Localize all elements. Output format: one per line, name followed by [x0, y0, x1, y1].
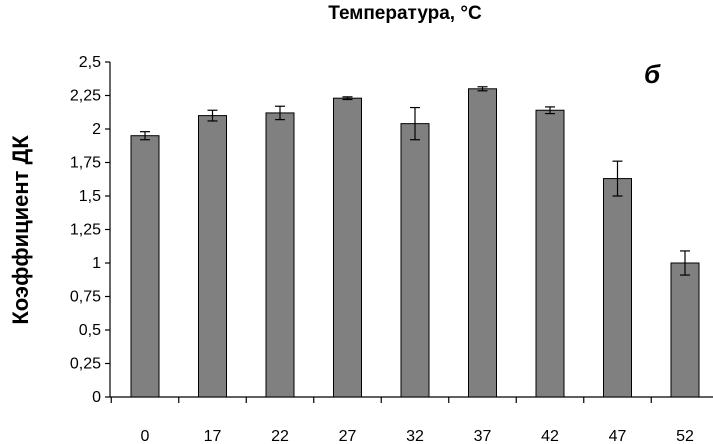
x-tick-label: 32 — [406, 428, 424, 444]
bar-0 — [130, 135, 160, 398]
bar-22 — [265, 112, 295, 398]
error-bar-0 — [140, 131, 150, 141]
bar-32 — [400, 123, 430, 398]
y-tick-label: 0,25 — [70, 356, 101, 373]
y-tick-label: 1,5 — [79, 188, 101, 205]
x-tick-label: 37 — [474, 428, 492, 444]
bar-27 — [333, 97, 362, 398]
error-bar-17 — [207, 109, 218, 122]
x-tick-label: 42 — [541, 428, 559, 444]
error-bar-27 — [342, 96, 353, 101]
error-bar-52 — [680, 250, 690, 276]
y-tick-label: 1,75 — [70, 155, 101, 172]
x-tick-label: 27 — [339, 428, 357, 444]
x-tick-label: 52 — [676, 428, 694, 444]
y-axis-label: Коэффициент ДК — [8, 135, 33, 325]
x-tick-label: 17 — [204, 428, 222, 444]
y-tick-label: 0 — [92, 389, 101, 406]
error-bar-22 — [275, 105, 285, 121]
y-tick-label: 2,5 — [79, 54, 101, 71]
error-bar-32 — [410, 106, 420, 141]
y-ticks: 0 0,25 0,5 0,75 1 1,25 1,5 1,75 2 2,25 2,5 — [70, 54, 110, 406]
bar-37 — [468, 88, 497, 398]
bar-17 — [198, 115, 227, 398]
bar-47 — [603, 178, 632, 398]
x-tick-label: 0 — [141, 428, 150, 444]
y-tick-label: 1,25 — [70, 222, 101, 239]
chart-title: Температура, °С — [328, 3, 482, 24]
panel-label: б — [644, 59, 661, 89]
y-tick-label: 2 — [92, 121, 101, 138]
y-tick-label: 0,5 — [79, 322, 101, 339]
x-tick-label: 22 — [271, 428, 289, 444]
bar-42 — [535, 109, 565, 398]
y-tick-label: 2,25 — [70, 88, 101, 105]
error-bar-42 — [545, 106, 555, 115]
error-bar-47 — [612, 160, 623, 197]
bar-52 — [670, 262, 700, 398]
x-ticks: 0 17 22 27 32 37 42 47 52 — [110, 397, 694, 444]
x-tick-label: 47 — [609, 428, 627, 444]
bars — [130, 86, 700, 398]
error-bar-37 — [477, 86, 488, 92]
y-tick-label: 1 — [92, 255, 101, 272]
y-tick-label: 0,75 — [70, 289, 101, 306]
